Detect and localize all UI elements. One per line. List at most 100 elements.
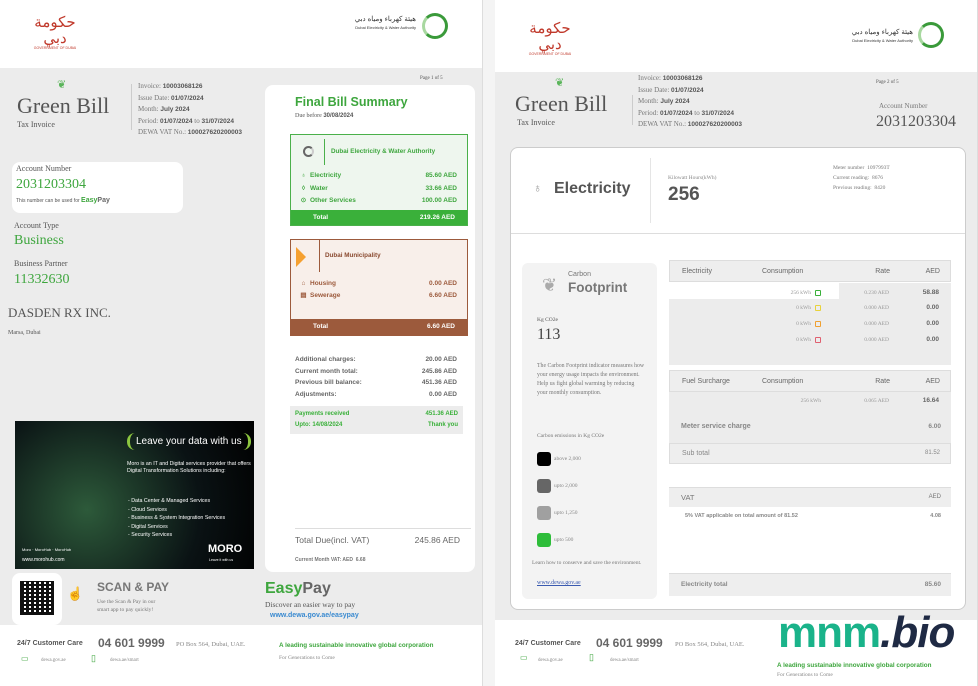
easypay-desc: Discover an easier way to pay bbox=[265, 600, 356, 609]
account-type: Business bbox=[14, 233, 64, 248]
watermark: mnm.bio bbox=[778, 608, 955, 657]
tax-invoice-label: Tax Invoice bbox=[517, 118, 555, 127]
app-link[interactable]: dewa.ae/smart bbox=[110, 658, 139, 663]
gov-dubai-logo: حكومة دبي GOVERNMENT OF DUBAI bbox=[33, 13, 77, 50]
moro-logo: MORO bbox=[208, 543, 243, 555]
morohub-ad[interactable]: Leave your data with us Moro is an IT an… bbox=[15, 421, 254, 569]
ad-social: Moro · MoroHub · MoroHub bbox=[22, 547, 72, 552]
web-link[interactable]: dewa.gov.ae bbox=[538, 658, 563, 663]
electricity-total-row: Electricity total 85.60 bbox=[669, 573, 951, 596]
address: PO Box 564, Dubai, UAE. bbox=[675, 641, 745, 648]
footprint-icon: ❦ bbox=[542, 275, 558, 295]
dewa-section: Dubai Electricity & Water Authority ♁ Ele… bbox=[290, 134, 468, 226]
slab-row: 0 kWh 0.000 AED 0.00 bbox=[796, 304, 939, 312]
address: PO Box 564, Dubai, UAE. bbox=[176, 641, 246, 648]
ad-headline: Leave your data with us bbox=[127, 433, 251, 450]
slogan: A leading sustainable innovative global … bbox=[279, 642, 434, 649]
divider bbox=[131, 84, 132, 130]
gov-dubai-logo: حكومة دبي GOVERNMENT OF DUBAI bbox=[528, 19, 572, 56]
legend-swatch bbox=[537, 505, 551, 520]
summary-title: Final Bill Summary bbox=[295, 95, 408, 109]
legend-swatch bbox=[537, 532, 551, 547]
monitor-icon: ▭ bbox=[21, 654, 29, 663]
target-icon: ⊙ bbox=[300, 197, 307, 204]
meter-info: Meter number 1097993T Current reading: 8… bbox=[833, 165, 890, 191]
account-number-box: Account Number 2031203304 This number ca… bbox=[12, 162, 183, 213]
slab-indicator-icon bbox=[815, 305, 821, 312]
slab-row: 256 kWh 0.230 AED 58.88 bbox=[790, 288, 939, 296]
customer-care: 24/7 Customer Care bbox=[17, 640, 83, 647]
bulb-icon: ♁ bbox=[533, 181, 542, 195]
bill-page-1: حكومة دبي GOVERNMENT OF DUBAI هيئة كهربا… bbox=[0, 0, 483, 686]
slab-row: 0 kWh 0.000 AED 0.00 bbox=[796, 335, 939, 343]
dewa-logo: هيئة كهرباء ومياه دبي Dubai Electricity … bbox=[851, 29, 913, 43]
legend-swatch bbox=[537, 478, 551, 493]
total-due: Total Due(incl. VAT) 245.86 AED bbox=[295, 535, 460, 545]
carbon-legend: above 2,000 upto 2,000 upto 1,250 upto 5… bbox=[537, 445, 581, 553]
leaf-icon: ❦ bbox=[555, 77, 565, 89]
page-number: Page 2 of 5 bbox=[876, 80, 899, 85]
customer-address: Marsa, Dubai bbox=[8, 330, 41, 336]
care-phone[interactable]: 04 601 9999 bbox=[98, 636, 165, 650]
bill-summary-card: Final Bill Summary Due before 30/08/2024… bbox=[265, 85, 475, 572]
slab-indicator-icon bbox=[815, 320, 821, 327]
mobile-icon: ▯ bbox=[589, 652, 594, 662]
tagline: For Generations to Come bbox=[777, 672, 833, 678]
dewa-link[interactable]: www.dewa.gov.ae bbox=[537, 580, 581, 586]
electricity-slab-rows: 256 kWh 0.230 AED 58.88 0 kWh 0.000 AED 0.00 0… bbox=[669, 285, 951, 347]
web-link[interactable]: dewa.gov.ae bbox=[41, 658, 66, 663]
slab-row: 0 kWh 0.000 AED 0.00 bbox=[796, 319, 939, 327]
fuel-row: 256 kWh 0.065 AED 16.64 bbox=[800, 397, 939, 404]
dewa-ring-icon bbox=[422, 13, 448, 39]
app-link[interactable]: dewa.ae/smart bbox=[610, 658, 639, 663]
mobile-icon: ▯ bbox=[91, 653, 96, 663]
vat-header: VAT AED bbox=[669, 487, 951, 507]
sewer-icon: ▤ bbox=[300, 292, 307, 299]
subtotal-row: Sub total 81.52 bbox=[669, 443, 951, 464]
monitor-icon: ▭ bbox=[520, 653, 528, 662]
kwh-value: 256 bbox=[668, 184, 700, 205]
slab-indicator-icon bbox=[815, 289, 821, 296]
ad-services-list: - Data Center & Managed Services - Cloud … bbox=[128, 498, 226, 538]
charges-list: Additional charges: 20.00 AED Current mon… bbox=[295, 356, 457, 398]
scan-pay-desc: Use the Scan & Pay in our smart app to pa… bbox=[97, 599, 156, 613]
account-type-label: Account Type bbox=[14, 221, 59, 230]
due-date: Due before 30/08/2024 bbox=[295, 113, 354, 119]
brand-title: Green Bill bbox=[17, 93, 110, 118]
account-number: 2031203304 bbox=[16, 177, 86, 192]
ad-tagline: Leave it with us bbox=[209, 558, 234, 562]
page-number: Page 1 of 5 bbox=[420, 76, 443, 81]
partner-number: 11332630 bbox=[14, 272, 70, 287]
house-icon: ⌂ bbox=[301, 280, 306, 287]
brand-title: Green Bill bbox=[515, 91, 608, 116]
carbon-footprint-card: ❦ Carbon Footprint Kg CO2e 113 The Carbo… bbox=[522, 263, 657, 599]
invoice-details: Invoice: 10003068126 Issue Date: 01/07/2… bbox=[638, 74, 743, 128]
bill-page-2: حكومة دبي GOVERNMENT OF DUBAI هيئة كهربا… bbox=[495, 0, 978, 686]
tax-invoice-label: Tax Invoice bbox=[17, 120, 55, 129]
leaf-icon: ❦ bbox=[57, 79, 67, 91]
dewa-ring-icon bbox=[918, 22, 944, 48]
slogan: A leading sustainable innovative global … bbox=[777, 662, 932, 669]
ad-url[interactable]: www.morohub.com bbox=[22, 557, 65, 563]
account-label: Account Number bbox=[879, 102, 928, 110]
drop-icon: ◊ bbox=[301, 184, 306, 192]
care-phone[interactable]: 04 601 9999 bbox=[596, 636, 663, 650]
dewa-icon bbox=[303, 146, 314, 157]
meter-service-row: Meter service charge 6.00 bbox=[681, 423, 941, 430]
dm-section: Dubai Municipality ⌂ Housing 0.00 AED ▤ Sew… bbox=[290, 239, 468, 336]
easypay-link[interactable]: www.dewa.gov.ae/easypay bbox=[270, 612, 359, 619]
slab-indicator-icon bbox=[815, 336, 821, 343]
ad-body: Moro is an IT and Digital services provi… bbox=[127, 461, 251, 474]
qr-code[interactable] bbox=[12, 573, 62, 625]
partner-label: Business Partner bbox=[14, 259, 68, 268]
payments-box: Payments received 451.36 AED Upto: 14/08/… bbox=[290, 406, 463, 434]
scan-pay-title: SCAN & PAY bbox=[97, 580, 170, 594]
service-title: Electricity bbox=[554, 180, 631, 197]
electricity-detail-card: ♁ Electricity Kilowatt Hours(kWh) 256 Me… bbox=[510, 147, 966, 610]
vat-row: 5% VAT applicable on total amount of 81.… bbox=[685, 513, 941, 519]
current-vat: Current Month VAT: AED 6.68 bbox=[295, 557, 366, 563]
phone-tap-icon: ☝ bbox=[67, 586, 84, 601]
kwh-label: Kilowatt Hours(kWh) bbox=[668, 175, 717, 181]
easypay-logo: EasyPay bbox=[265, 580, 331, 597]
dm-logo-icon bbox=[296, 247, 306, 267]
